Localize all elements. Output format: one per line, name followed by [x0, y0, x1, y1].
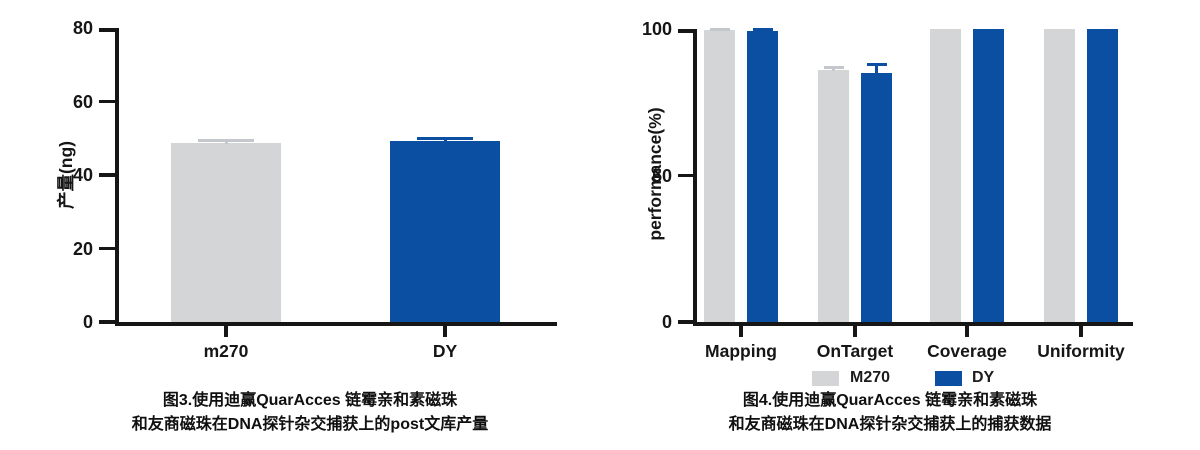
bar-产量-m270	[171, 143, 281, 322]
legend-label-DY: DY	[972, 369, 995, 386]
x-category-label-m270: m270	[203, 340, 249, 361]
x-axis-line	[115, 322, 557, 326]
figure4-caption: 图4.使用迪赢QuarAcces 链霉亲和素磁珠 和友商磁珠在DNA探针杂交捕获…	[630, 389, 1150, 437]
error-bar-cap	[752, 28, 773, 32]
error-bar-cap	[866, 62, 887, 66]
bar-M270-OnTarget	[818, 70, 849, 322]
y-axis-line	[693, 29, 697, 326]
error-bar-stem	[875, 64, 878, 74]
y-tick-mark	[678, 173, 693, 178]
y-tick-label: 20	[72, 238, 93, 259]
x-axis-line	[693, 322, 1133, 326]
y-tick-mark	[99, 99, 115, 104]
bar-M270-Mapping	[704, 29, 735, 322]
y-tick-label: 0	[82, 312, 93, 332]
y-axis-title: 产量(ng)	[56, 140, 76, 210]
x-category-label-Uniformity: Uniformity	[1037, 340, 1125, 361]
figure4-performance-chart: 0 50 100 Mapping OnTarget Coverage Uniformity p…	[600, 0, 1200, 450]
x-tick-mark	[965, 325, 969, 337]
y-axis-title: performance(%)	[645, 107, 665, 241]
x-category-label-Mapping: Mapping	[705, 340, 777, 361]
y-tick-label: 50	[651, 165, 672, 186]
y-tick-mark	[99, 173, 115, 177]
error-bar-stem	[443, 138, 447, 143]
error-bar-cap	[417, 136, 473, 140]
x-tick-mark	[853, 325, 857, 337]
x-category-label-Coverage: Coverage	[927, 340, 1007, 361]
bar-DY-Mapping	[747, 31, 778, 322]
x-tick-mark	[224, 325, 228, 337]
y-tick-label: 80	[72, 18, 93, 38]
bar-DY-Coverage	[973, 29, 1004, 322]
bar-DY-OnTarget	[861, 72, 892, 322]
x-category-label-OnTarget: OnTarget	[816, 340, 894, 361]
error-bar-stem	[832, 67, 835, 71]
error-bar-cap	[823, 65, 844, 69]
y-tick-mark	[678, 29, 693, 33]
legend-swatch-M270	[812, 371, 839, 386]
figure4-caption-line1: 图4.使用迪赢QuarAcces 链霉亲和素磁珠	[742, 392, 1038, 409]
figure4-plot-area: 0 50 100 Mapping OnTarget Coverage Uniformity p…	[600, 0, 1200, 450]
bar-产量-DY	[390, 141, 500, 322]
y-tick-label: 0	[661, 312, 672, 332]
figure3-yield-chart: 0 20 40 60 80 m270 DY 产量(ng) 图3.使用迪赢QuarAcces 链…	[50, 18, 570, 437]
bar-M270-Coverage	[930, 29, 961, 322]
y-tick-label: 100	[641, 19, 672, 39]
figure3-caption-line2: 和友商磁珠在DNA探针杂交捕获上的post文库产量	[131, 416, 489, 433]
figure3-caption-line1: 图3.使用迪赢QuarAcces 链霉亲和素磁珠	[162, 392, 458, 409]
x-tick-mark	[739, 325, 743, 337]
error-bar-cap	[709, 27, 730, 31]
x-tick-mark	[443, 325, 447, 337]
legend-swatch-DY	[935, 371, 962, 386]
error-bar-cap	[198, 138, 254, 142]
y-tick-label: 60	[72, 91, 93, 112]
y-tick-mark	[678, 320, 693, 324]
figure4-caption-line2: 和友商磁珠在DNA探针杂交捕获上的捕获数据	[728, 416, 1052, 433]
x-category-label-DY: DY	[432, 340, 458, 361]
y-axis-line	[115, 28, 119, 326]
bar-M270-Uniformity	[1044, 29, 1075, 322]
error-bar-stem	[224, 140, 228, 145]
y-tick-mark	[99, 246, 115, 251]
figure3-plot-area: 0 20 40 60 80 m270 DY 产量(ng)	[56, 18, 557, 361]
y-tick-label: 40	[72, 165, 93, 185]
bar-DY-Uniformity	[1087, 29, 1118, 322]
x-tick-mark	[1079, 325, 1083, 337]
y-tick-mark	[99, 320, 115, 324]
figure3-caption: 图3.使用迪赢QuarAcces 链霉亲和素磁珠 和友商磁珠在DNA探针杂交捕获…	[50, 389, 570, 437]
legend-label-M270: M270	[850, 369, 891, 386]
y-tick-mark	[99, 28, 115, 32]
